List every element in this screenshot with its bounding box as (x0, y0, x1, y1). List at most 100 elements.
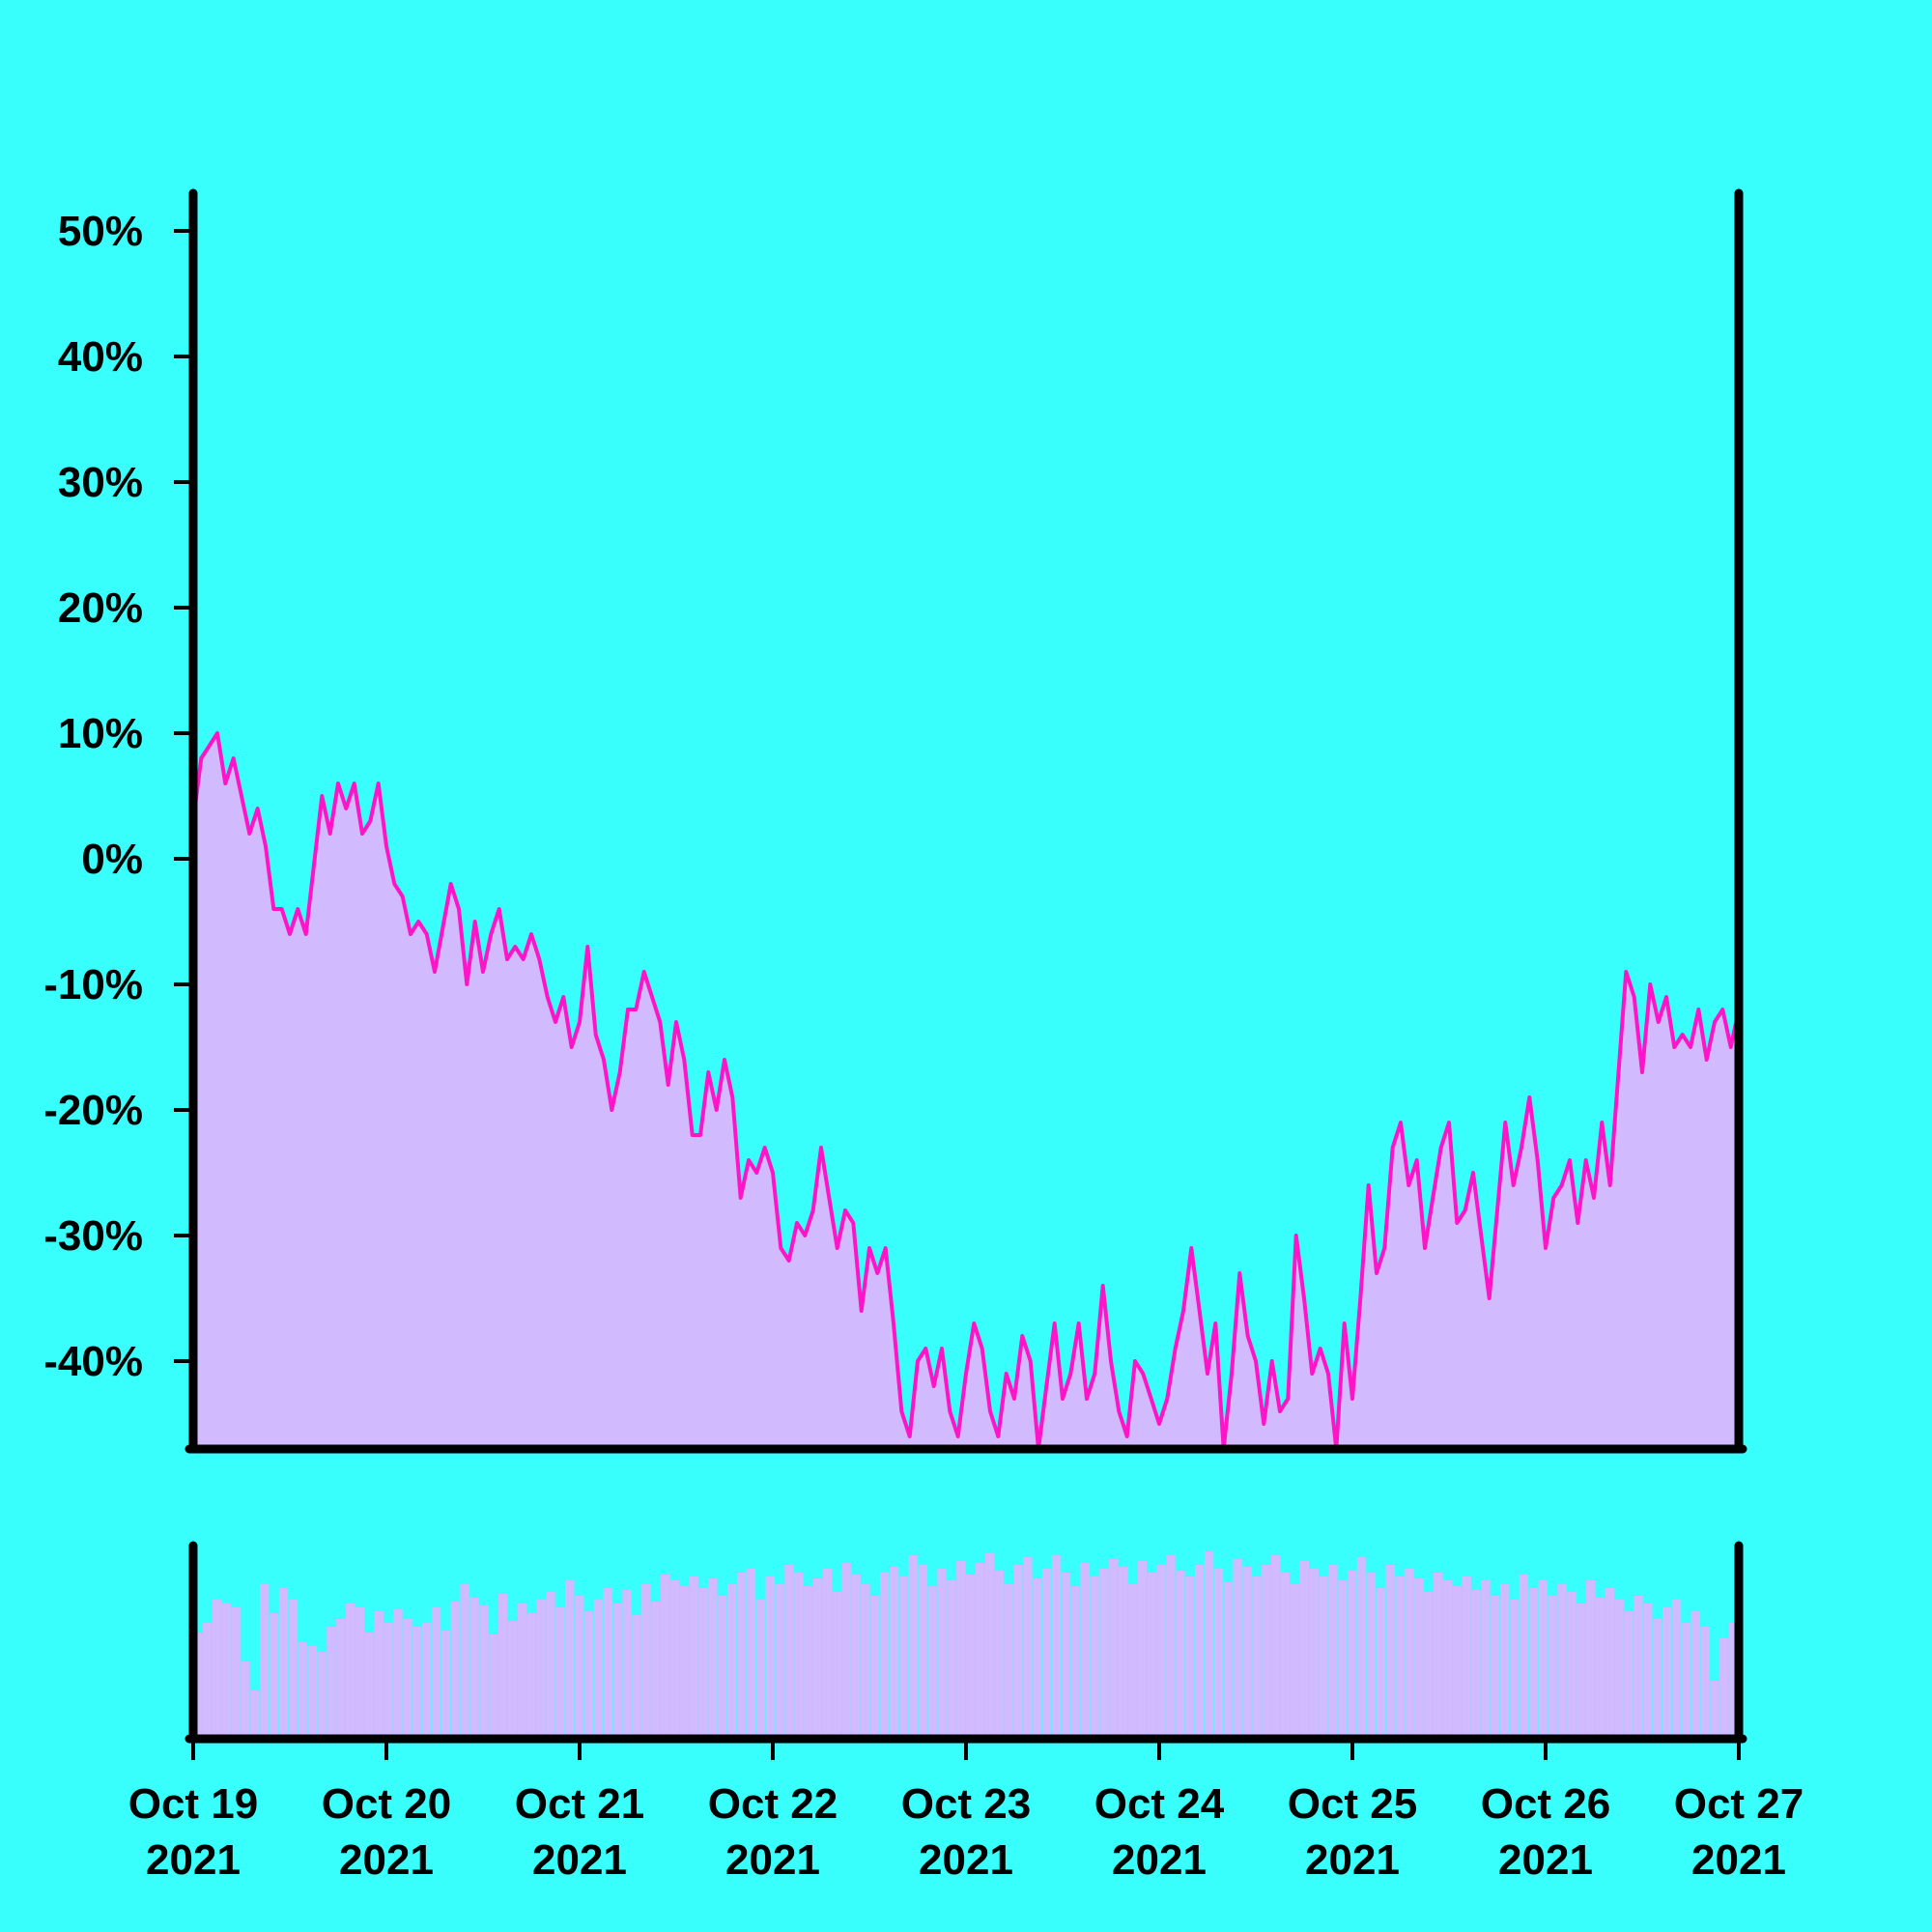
volume-bar (1519, 1575, 1529, 1739)
volume-bar (1223, 1582, 1233, 1739)
volume-bar (479, 1605, 489, 1739)
x-tick-label-year: 2021 (532, 1836, 627, 1884)
y-tick-label: 0% (81, 836, 143, 883)
volume-bar (1013, 1565, 1023, 1739)
x-tick-label-year: 2021 (1498, 1836, 1593, 1884)
volume-bar (927, 1586, 937, 1739)
volume-bar (1662, 1607, 1672, 1739)
volume-bar (1299, 1561, 1309, 1739)
volume-bar (669, 1580, 680, 1739)
volume-bar (1176, 1571, 1185, 1739)
x-tick-label-date: Oct 25 (1288, 1780, 1418, 1828)
volume-bar (393, 1609, 403, 1739)
y-tick-label: 50% (58, 208, 143, 255)
volume-bar (947, 1580, 956, 1739)
volume-bar (374, 1611, 384, 1739)
volume-bar (450, 1602, 460, 1739)
volume-bar (898, 1577, 909, 1739)
y-tick-label: 20% (58, 584, 143, 632)
volume-bar (1185, 1577, 1195, 1739)
volume-bar (708, 1578, 718, 1739)
volume-bar (1452, 1586, 1462, 1739)
volume-bar (603, 1588, 612, 1739)
volume-bar (679, 1586, 689, 1739)
volume-bar (1690, 1611, 1700, 1739)
volume-bar (966, 1575, 976, 1739)
volume-bar (651, 1602, 661, 1739)
volume-bar (1195, 1565, 1205, 1739)
volume-bar (1634, 1596, 1643, 1739)
y-tick-label: 10% (58, 710, 143, 757)
volume-bar (327, 1627, 336, 1739)
volume-bar (984, 1553, 995, 1739)
volume-bar (1491, 1596, 1500, 1739)
volume-bar (1109, 1559, 1119, 1739)
volume-bar (641, 1584, 651, 1739)
volume-bar (575, 1596, 584, 1739)
volume-bars (193, 1551, 1739, 1739)
volume-bar (918, 1565, 927, 1739)
volume-bar (880, 1573, 890, 1739)
volume-bar (307, 1646, 317, 1739)
volume-bar (1557, 1584, 1567, 1739)
volume-bar (460, 1584, 469, 1739)
volume-bar (870, 1596, 880, 1739)
volume-bar (278, 1588, 289, 1739)
volume-bar (298, 1642, 307, 1739)
volume-bar (1070, 1586, 1080, 1739)
volume-bar (498, 1594, 508, 1739)
volume-bar (851, 1575, 861, 1739)
volume-bar (1137, 1561, 1148, 1739)
volume-bar (661, 1575, 670, 1739)
volume-bar (1348, 1571, 1357, 1739)
volume-bar (1395, 1577, 1405, 1739)
volume-bar (718, 1596, 727, 1739)
volume-bar (546, 1592, 555, 1739)
x-tick-label-date: Oct 27 (1674, 1780, 1804, 1828)
volume-bar (1147, 1573, 1156, 1739)
volume-bar (1719, 1638, 1729, 1739)
volume-bar (1434, 1573, 1443, 1739)
volume-bar (336, 1619, 346, 1739)
volume-bar (221, 1604, 231, 1739)
x-tick-label-date: Oct 26 (1481, 1780, 1611, 1828)
volume-bar (1042, 1569, 1052, 1739)
y-tick-label: -10% (43, 961, 143, 1009)
x-tick-label-year: 2021 (146, 1836, 241, 1884)
volume-bar (775, 1584, 784, 1739)
volume-bar (746, 1569, 756, 1739)
volume-bar (813, 1578, 823, 1739)
volume-bar (555, 1607, 565, 1739)
volume-bar (1271, 1555, 1281, 1739)
volume-bar (364, 1633, 375, 1739)
volume-bar (384, 1623, 393, 1739)
x-axis-ticks: Oct 19 2021 Oct 20 2021 Oct 21 2021 Oct 22 2021… (128, 1739, 1804, 1884)
volume-bar (1023, 1557, 1033, 1739)
volume-bar (288, 1600, 298, 1739)
volume-bar (507, 1621, 518, 1739)
y-tick-label: 40% (58, 333, 143, 381)
x-tick-label-year: 2021 (339, 1836, 434, 1884)
volume-bar (794, 1573, 804, 1739)
volume-bar (1424, 1592, 1434, 1739)
x-tick-label-year: 2021 (1112, 1836, 1207, 1884)
volume-bar (1356, 1557, 1367, 1739)
y-axis-ticks: 50% 40% 30% 20% 10% 0% -10% -20% -30% -40% (43, 208, 193, 1385)
volume-bar (1414, 1578, 1424, 1739)
volume-bar (1500, 1584, 1510, 1739)
volume-bar (1033, 1578, 1042, 1739)
volume-bar (583, 1611, 594, 1739)
volume-bar (908, 1555, 918, 1739)
volume-bar (1624, 1611, 1634, 1739)
volume-bar (698, 1588, 708, 1739)
volume-bar (832, 1592, 841, 1739)
volume-bar (1462, 1577, 1471, 1739)
volume-bar (804, 1586, 813, 1739)
volume-bar (1099, 1569, 1109, 1739)
x-tick-label-date: Oct 22 (708, 1780, 838, 1828)
volume-bar (317, 1652, 327, 1739)
volume-bar (1595, 1598, 1605, 1739)
volume-bar (822, 1569, 833, 1739)
x-tick-label-date: Oct 20 (322, 1780, 452, 1828)
volume-bar (1567, 1592, 1577, 1739)
